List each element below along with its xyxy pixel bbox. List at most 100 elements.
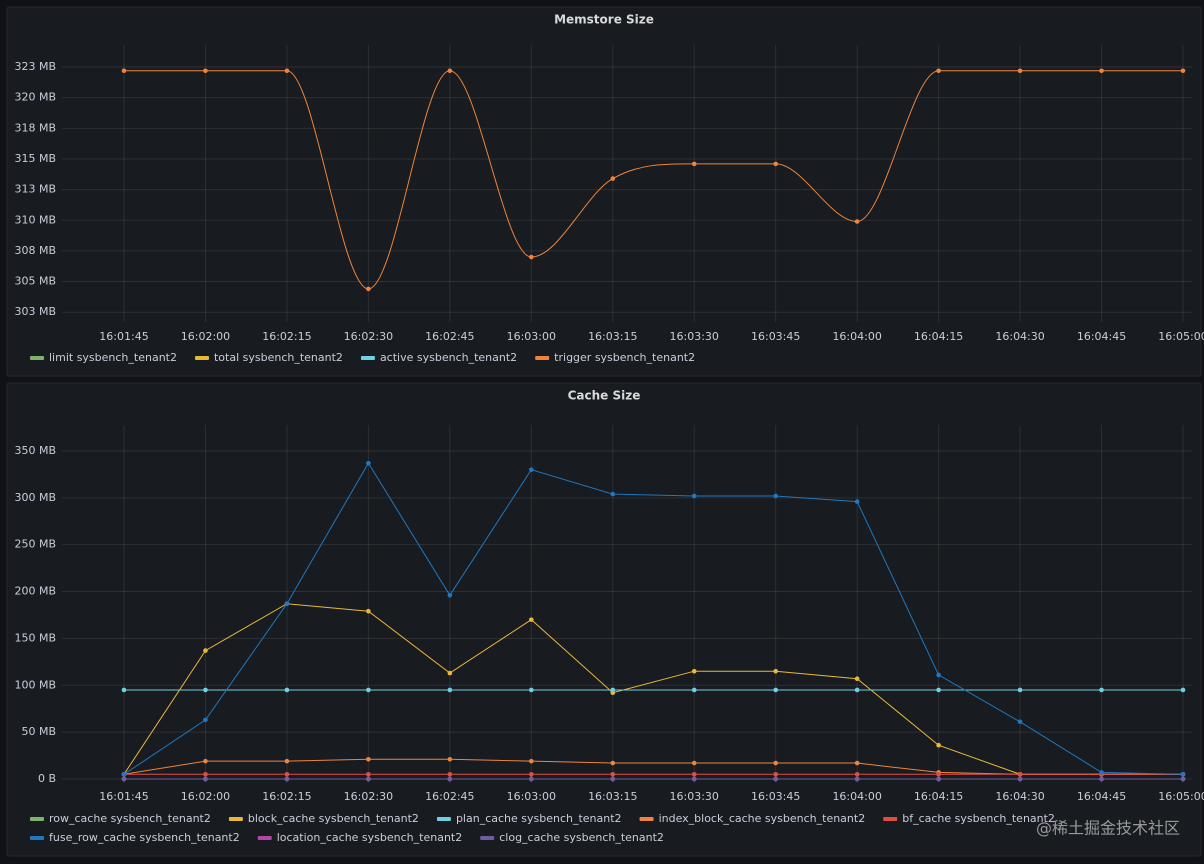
data-point [203, 687, 208, 693]
data-point [610, 776, 616, 782]
x-tick-label: 16:04:45 [1077, 790, 1126, 803]
legend-item: location_cache sysbench_tenant2 [257, 831, 462, 844]
legend-item: row_cache sysbench_tenant2 [30, 812, 211, 825]
x-tick-label: 16:04:30 [995, 330, 1044, 343]
data-point [610, 176, 616, 181]
data-point [691, 687, 697, 693]
x-tick-label: 16:03:45 [751, 330, 800, 343]
data-point [773, 771, 778, 777]
x-tick-label: 16:05:00 [1158, 330, 1204, 343]
data-point [691, 161, 697, 167]
data-point [610, 491, 616, 497]
x-tick-label: 16:02:15 [262, 330, 311, 343]
data-point [610, 771, 616, 777]
y-tick-label: 320 MB [14, 91, 56, 104]
data-point [936, 672, 941, 678]
legend-label: plan_cache sysbench_tenant2 [456, 812, 622, 825]
x-tick-label: 16:02:15 [262, 790, 311, 803]
data-point [203, 648, 208, 653]
data-point [936, 68, 941, 74]
data-point [691, 776, 697, 782]
y-tick-label: 305 MB [14, 275, 56, 288]
legend-swatch [228, 817, 243, 821]
data-point [1180, 68, 1186, 74]
legend-swatch [480, 836, 495, 840]
legend-item: fuse_row_cache sysbench_tenant2 [30, 831, 240, 844]
y-tick-label: 50 MB [21, 725, 56, 738]
legend-item: active sysbench_tenant2 [360, 351, 517, 364]
data-point [203, 758, 208, 764]
legend-item: bf_cache sysbench_tenant2 [883, 812, 1055, 825]
data-point [691, 771, 697, 777]
data-point [284, 68, 290, 74]
data-point [203, 776, 208, 782]
data-point [447, 68, 453, 74]
legend-item: total sysbench_tenant2 [194, 351, 343, 364]
series-line [123, 462, 1184, 775]
data-point [773, 687, 778, 693]
x-tick-label: 16:03:15 [588, 790, 637, 803]
data-point [366, 608, 371, 614]
data-point [284, 771, 290, 777]
x-tick-label: 16:02:00 [181, 330, 230, 343]
data-point [936, 771, 941, 777]
data-point [773, 493, 778, 499]
legend-label: active sysbench_tenant2 [380, 351, 517, 364]
data-point [447, 776, 453, 782]
y-tick-label: 313 MB [14, 183, 56, 196]
y-tick-label: 308 MB [14, 244, 56, 257]
legend-swatch [194, 356, 209, 360]
data-point [854, 776, 860, 782]
data-point [1099, 776, 1104, 782]
legend-label: bf_cache sysbench_tenant2 [902, 812, 1055, 825]
data-point [1180, 776, 1186, 782]
x-tick-label: 16:04:45 [1077, 330, 1126, 343]
legend-item: limit sysbench_tenant2 [30, 351, 177, 364]
y-tick-label: 250 MB [14, 538, 56, 551]
data-point [284, 758, 290, 764]
data-point [1180, 687, 1186, 693]
y-tick-label: 150 MB [14, 631, 56, 644]
watermark: @稀土掘金技术社区 [1036, 819, 1180, 838]
data-point [773, 668, 778, 674]
y-tick-label: 100 MB [14, 678, 56, 691]
x-tick-label: 16:03:15 [588, 330, 637, 343]
x-tick-label: 16:03:00 [507, 330, 556, 343]
y-tick-label: 0 B [38, 772, 56, 785]
data-point [1099, 687, 1104, 693]
y-tick-label: 323 MB [14, 60, 56, 73]
data-point [529, 771, 534, 777]
data-point [529, 687, 534, 693]
y-tick-label: 350 MB [14, 444, 56, 457]
panel [6, 382, 1202, 857]
data-point [1099, 770, 1104, 775]
legend-label: total sysbench_tenant2 [214, 351, 343, 364]
panel [6, 6, 1202, 377]
legend-label: block_cache sysbench_tenant2 [248, 812, 419, 825]
data-point [854, 499, 860, 504]
x-tick-label: 16:02:00 [181, 790, 230, 803]
data-point [284, 601, 290, 607]
x-tick-label: 16:04:30 [995, 790, 1044, 803]
data-point [610, 760, 616, 766]
legend-swatch [639, 817, 654, 821]
data-point [529, 254, 534, 260]
data-point [366, 771, 371, 777]
series-line [123, 70, 1183, 290]
data-point [366, 286, 371, 292]
y-tick-label: 200 MB [14, 585, 56, 598]
legend-item: plan_cache sysbench_tenant2 [436, 812, 622, 825]
x-tick-label: 16:02:30 [344, 790, 393, 803]
data-point [1017, 687, 1023, 693]
data-point [203, 68, 208, 74]
x-tick-label: 16:04:00 [832, 790, 881, 803]
x-tick-label: 16:04:15 [914, 330, 963, 343]
data-point [773, 760, 778, 766]
data-point [447, 771, 453, 777]
data-point [691, 493, 697, 499]
data-point [366, 460, 371, 466]
data-point [854, 687, 860, 693]
data-point [447, 756, 453, 762]
